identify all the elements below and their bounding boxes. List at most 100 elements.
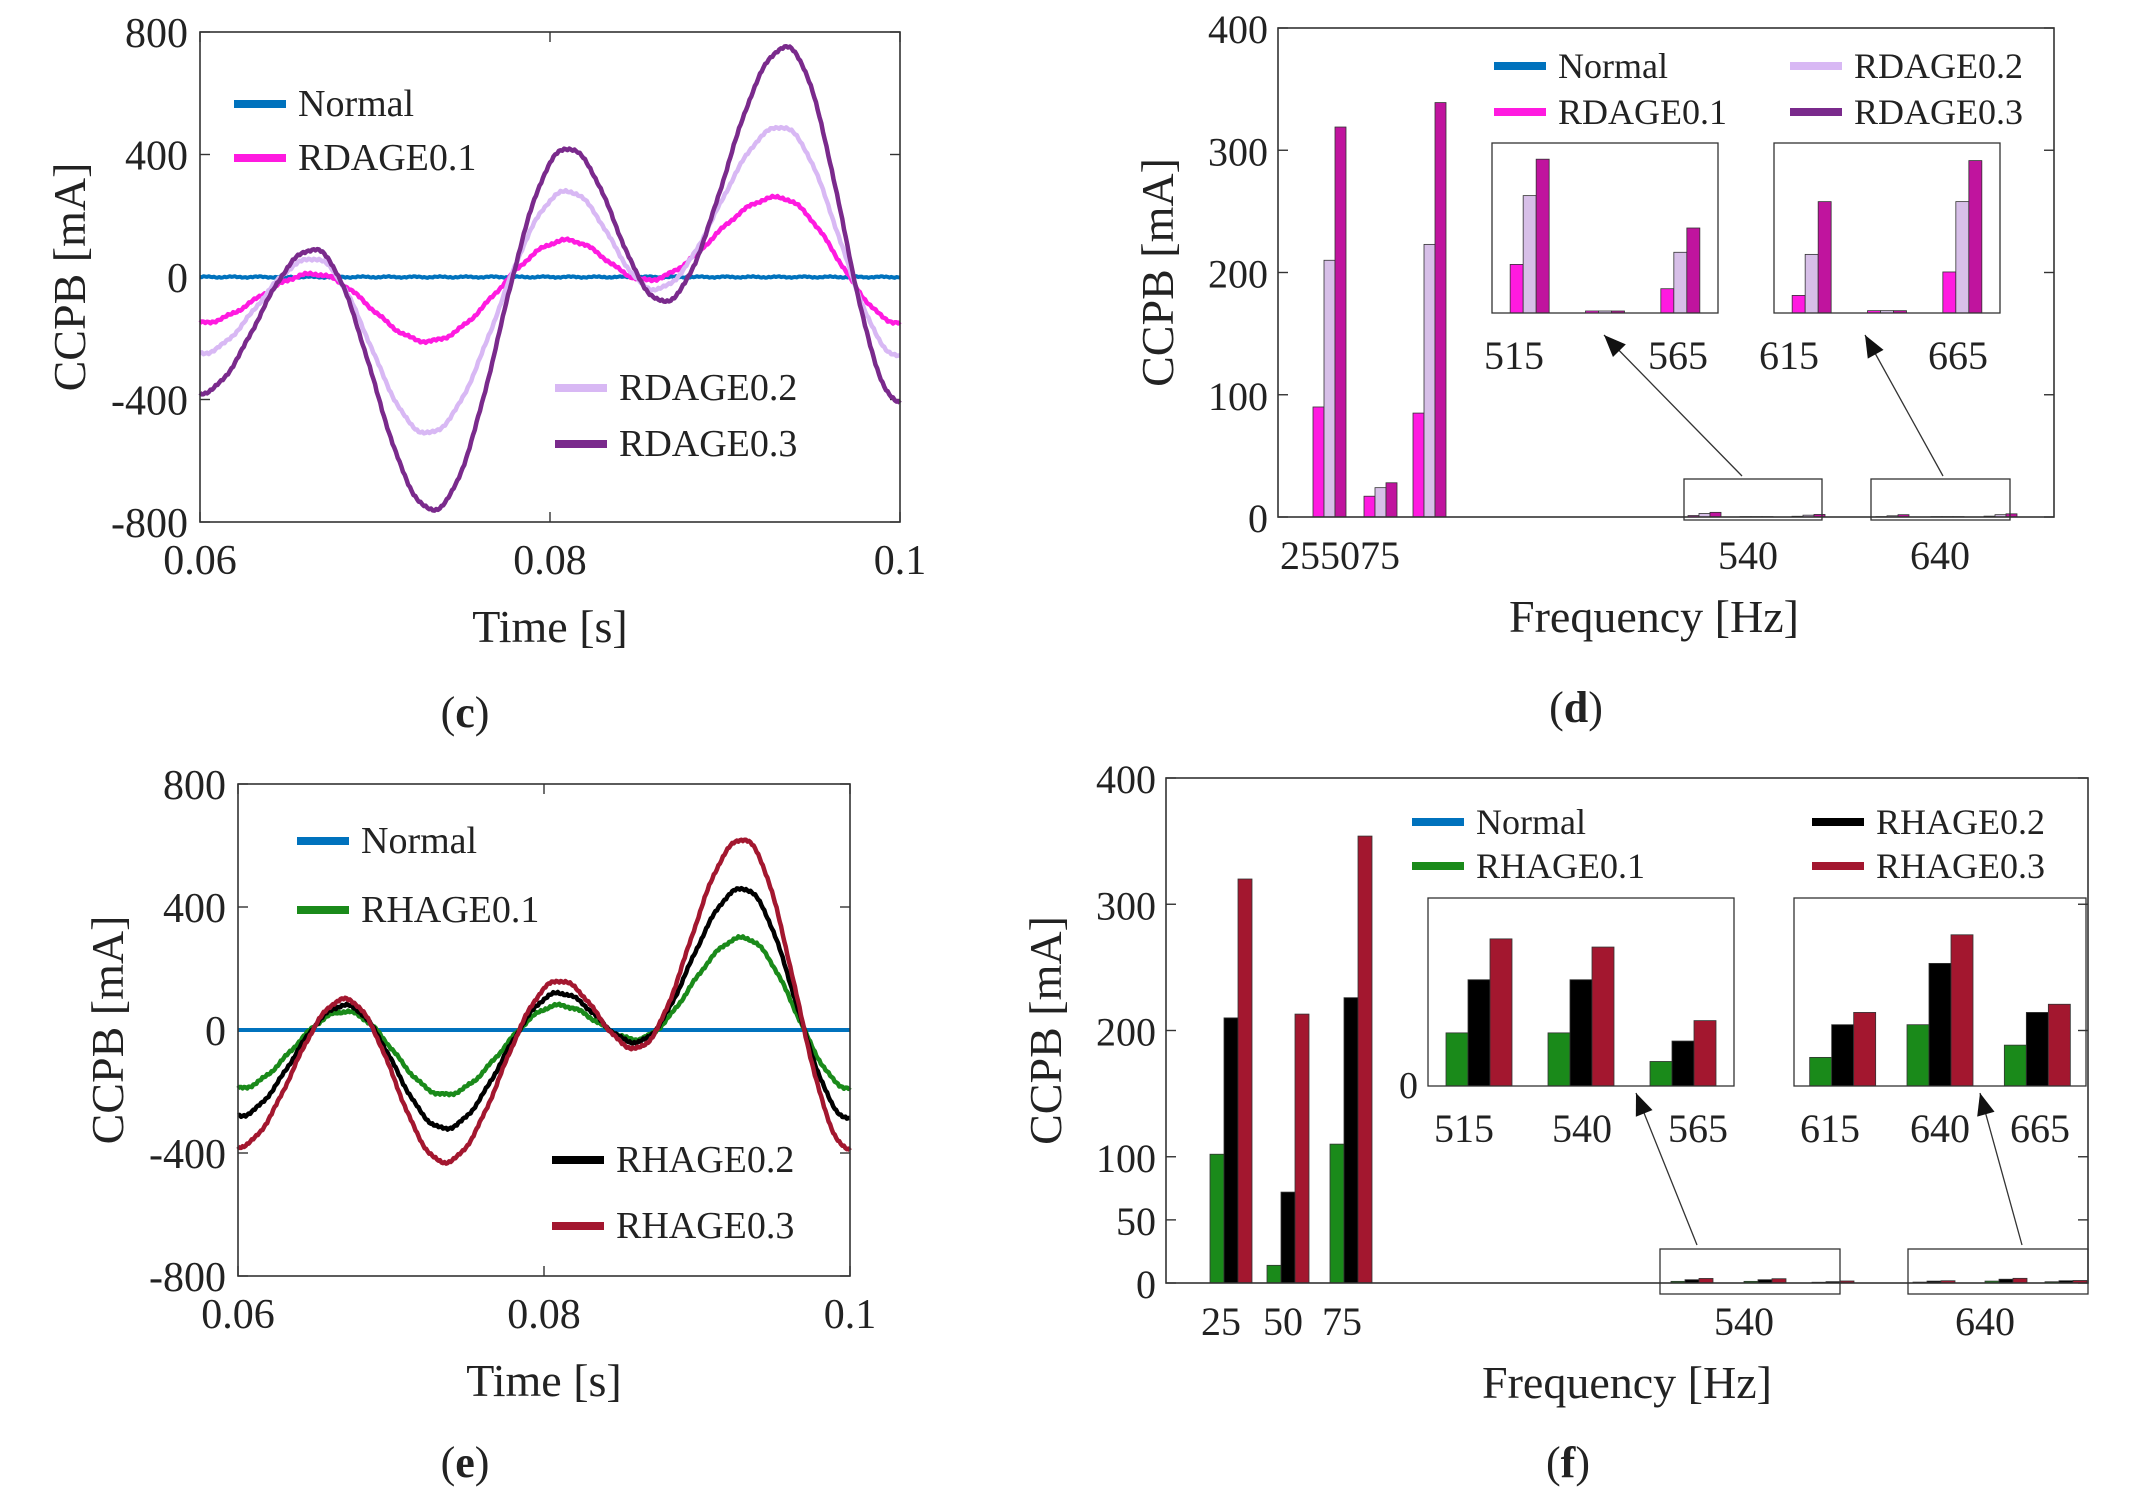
legend-label: Normal — [1476, 802, 1586, 842]
inset-tick-label: 640 — [1910, 1106, 1970, 1151]
x-tick-label: 0.06 — [201, 1292, 275, 1338]
zoom-box — [1683, 478, 1823, 521]
series-line-rdage0.1 — [198, 193, 902, 346]
y-tick-label: 400 — [125, 134, 188, 180]
x-tick-label: 0.1 — [824, 1292, 877, 1338]
bar-50-2 — [1280, 1191, 1296, 1284]
inset-frame — [1427, 897, 1735, 1087]
inset-bar-540-1 — [1547, 1032, 1571, 1087]
inset-tick-label: 615 — [1759, 333, 1819, 378]
y-axis-label: CCPB [mA] — [44, 163, 95, 392]
bar-75-1 — [1412, 412, 1425, 518]
series-line-rhage0.3 — [236, 837, 852, 1166]
zoom-arrow — [1635, 1092, 1698, 1246]
inset-bar-615-1 — [1791, 295, 1806, 314]
inset-bar-565-2 — [1671, 1040, 1695, 1087]
x-axis-label: Frequency [Hz] — [1509, 591, 1799, 642]
inset-bar-515-3 — [1535, 158, 1550, 314]
inset-bar-515-2 — [1467, 979, 1491, 1087]
inset-bar-615-1 — [1809, 1056, 1833, 1087]
y-tick-label: -800 — [149, 1255, 226, 1301]
panel-label: (c) — [441, 688, 490, 737]
inset-tick-label: 665 — [2010, 1106, 2070, 1151]
zoom-box — [1907, 1248, 2089, 1295]
zoom-arrow — [1603, 334, 1743, 477]
legend-label: RHAGE0.3 — [1876, 846, 2045, 886]
inset-bar-615-3 — [1817, 201, 1832, 314]
y-tick-label: 100 — [1096, 1136, 1156, 1181]
panel-label: (d) — [1549, 683, 1603, 732]
y-tick-label: -400 — [111, 379, 188, 425]
y-tick-label: 300 — [1096, 883, 1156, 928]
x-tick-label: 0.1 — [874, 538, 927, 584]
legend-label: Normal — [1558, 46, 1668, 86]
inset-bar-540-3 — [1591, 946, 1615, 1087]
legend-label: RHAGE0.1 — [1476, 846, 1645, 886]
bar-25-1 — [1209, 1153, 1225, 1284]
bar-25-1 — [1312, 406, 1325, 518]
x-axis-label: Time [s] — [472, 601, 628, 652]
x-tick-label: 0.08 — [507, 1292, 581, 1338]
zoom-box — [1870, 478, 2011, 521]
bar-75-3 — [1434, 102, 1447, 518]
inset-tick-label: 540 — [1552, 1106, 1612, 1151]
inset-bar-615-2 — [1804, 253, 1819, 314]
inset-bar-665-2 — [2025, 1012, 2049, 1087]
legend-label: RHAGE0.2 — [616, 1139, 794, 1181]
series-line-rdage0.2 — [199, 124, 901, 436]
y-tick-label: 0 — [1136, 1262, 1156, 1307]
legend-label: RHAGE0.1 — [361, 889, 539, 931]
inset-tick-label: 515 — [1484, 333, 1544, 378]
bar-50-3 — [1294, 1013, 1310, 1284]
y-axis-label: CCPB [mA] — [1132, 158, 1183, 387]
x-tick-label: 0.06 — [163, 538, 237, 584]
inset-zero-label: 0 — [1399, 1065, 1418, 1107]
legend-label: RHAGE0.3 — [616, 1205, 794, 1247]
inset-bar-515-3 — [1489, 938, 1513, 1087]
y-tick-label: 100 — [1208, 374, 1268, 419]
inset-bar-640-3 — [1950, 934, 1974, 1087]
inset-frame — [1773, 142, 2001, 314]
inset-bar-665-3 — [2047, 1003, 2071, 1087]
zoom-box — [1659, 1248, 1841, 1295]
inset-tick-label: 665 — [1928, 333, 1988, 378]
bar-75-3 — [1357, 835, 1373, 1284]
legend-label: RDAGE0.3 — [619, 423, 797, 465]
y-tick-label: 400 — [1096, 757, 1156, 802]
x-tick-label: 255075 — [1280, 533, 1400, 578]
inset-bar-565-1 — [1649, 1061, 1673, 1087]
panel-label: (e) — [441, 1438, 490, 1487]
bar-25-3 — [1334, 126, 1347, 518]
zoom-arrow — [1864, 334, 1944, 477]
x-tick-label: 25 — [1201, 1299, 1241, 1344]
inset-frame — [1793, 897, 2087, 1087]
axes-frame — [237, 783, 851, 1277]
x-tick-label: 640 — [1910, 533, 1970, 578]
y-axis-label: CCPB [mA] — [1020, 916, 1071, 1145]
inset-frame — [1491, 142, 1719, 314]
axes-frame — [1165, 777, 2089, 1284]
bar-25-3 — [1237, 878, 1253, 1284]
x-tick-label: 540 — [1714, 1299, 1774, 1344]
y-tick-label: 800 — [163, 763, 226, 809]
x-tick-label: 0.08 — [513, 538, 587, 584]
bar-50-1 — [1363, 495, 1376, 518]
legend-label: RDAGE0.1 — [1558, 92, 1727, 132]
bar-50-2 — [1374, 487, 1387, 518]
inset-bar-615-3 — [1853, 1012, 1877, 1087]
inset-tick-label: 565 — [1648, 333, 1708, 378]
x-axis-label: Frequency [Hz] — [1482, 1357, 1772, 1408]
inset-bar-565-3 — [1693, 1020, 1717, 1087]
y-tick-label: -400 — [149, 1132, 226, 1178]
bar-50-3 — [1385, 482, 1398, 518]
legend-label: RDAGE0.1 — [298, 137, 476, 179]
zoom-arrow — [1979, 1092, 2023, 1246]
bar-50-1 — [1266, 1264, 1282, 1284]
legend-label: RDAGE0.3 — [1854, 92, 2023, 132]
y-tick-label: 300 — [1208, 129, 1268, 174]
series-line-rhage0.1 — [236, 934, 852, 1098]
inset-bar-515-1 — [1509, 264, 1524, 314]
panel-label: (f) — [1546, 1438, 1590, 1487]
inset-bar-540-2 — [1569, 979, 1593, 1087]
